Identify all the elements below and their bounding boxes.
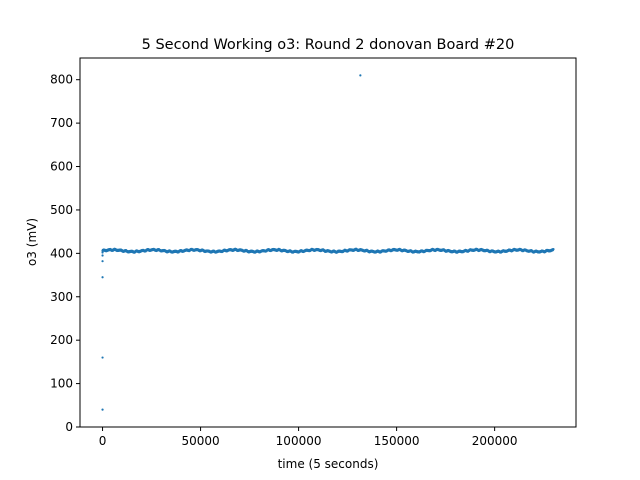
data-point — [101, 408, 104, 411]
chart-title: 5 Second Working o3: Round 2 donovan Boa… — [142, 37, 515, 53]
x-axis-ticks: 0 50000 100000 150000 200000 — [99, 427, 518, 448]
y-tick-label: 600 — [50, 160, 73, 174]
x-tick-label: 50000 — [181, 434, 219, 448]
y-tick-label: 500 — [50, 203, 73, 217]
y-tick-label: 300 — [50, 290, 73, 304]
data-point — [101, 249, 104, 252]
y-tick-label: 100 — [50, 377, 73, 391]
data-point — [101, 356, 104, 359]
data-point — [359, 74, 362, 77]
data-points — [101, 74, 555, 411]
y-axis-label: o3 (mV) — [25, 218, 39, 266]
y-tick-label: 800 — [50, 73, 73, 87]
y-tick-label: 0 — [65, 420, 73, 434]
y-axis-ticks: 0 100 200 300 400 500 600 700 800 — [50, 73, 80, 434]
y-tick-label: 700 — [50, 116, 73, 130]
x-tick-label: 150000 — [374, 434, 420, 448]
data-point — [101, 254, 104, 257]
data-point — [101, 260, 104, 263]
data-point — [101, 251, 104, 254]
x-tick-label: 100000 — [276, 434, 322, 448]
y-tick-label: 200 — [50, 333, 73, 347]
x-tick-label: 200000 — [472, 434, 518, 448]
plot-area-frame — [79, 57, 577, 428]
y-tick-label: 400 — [50, 246, 73, 260]
x-axis-label: time (5 seconds) — [278, 457, 379, 471]
x-tick-label: 0 — [99, 434, 107, 448]
data-point — [101, 276, 104, 279]
band-point — [552, 247, 555, 251]
